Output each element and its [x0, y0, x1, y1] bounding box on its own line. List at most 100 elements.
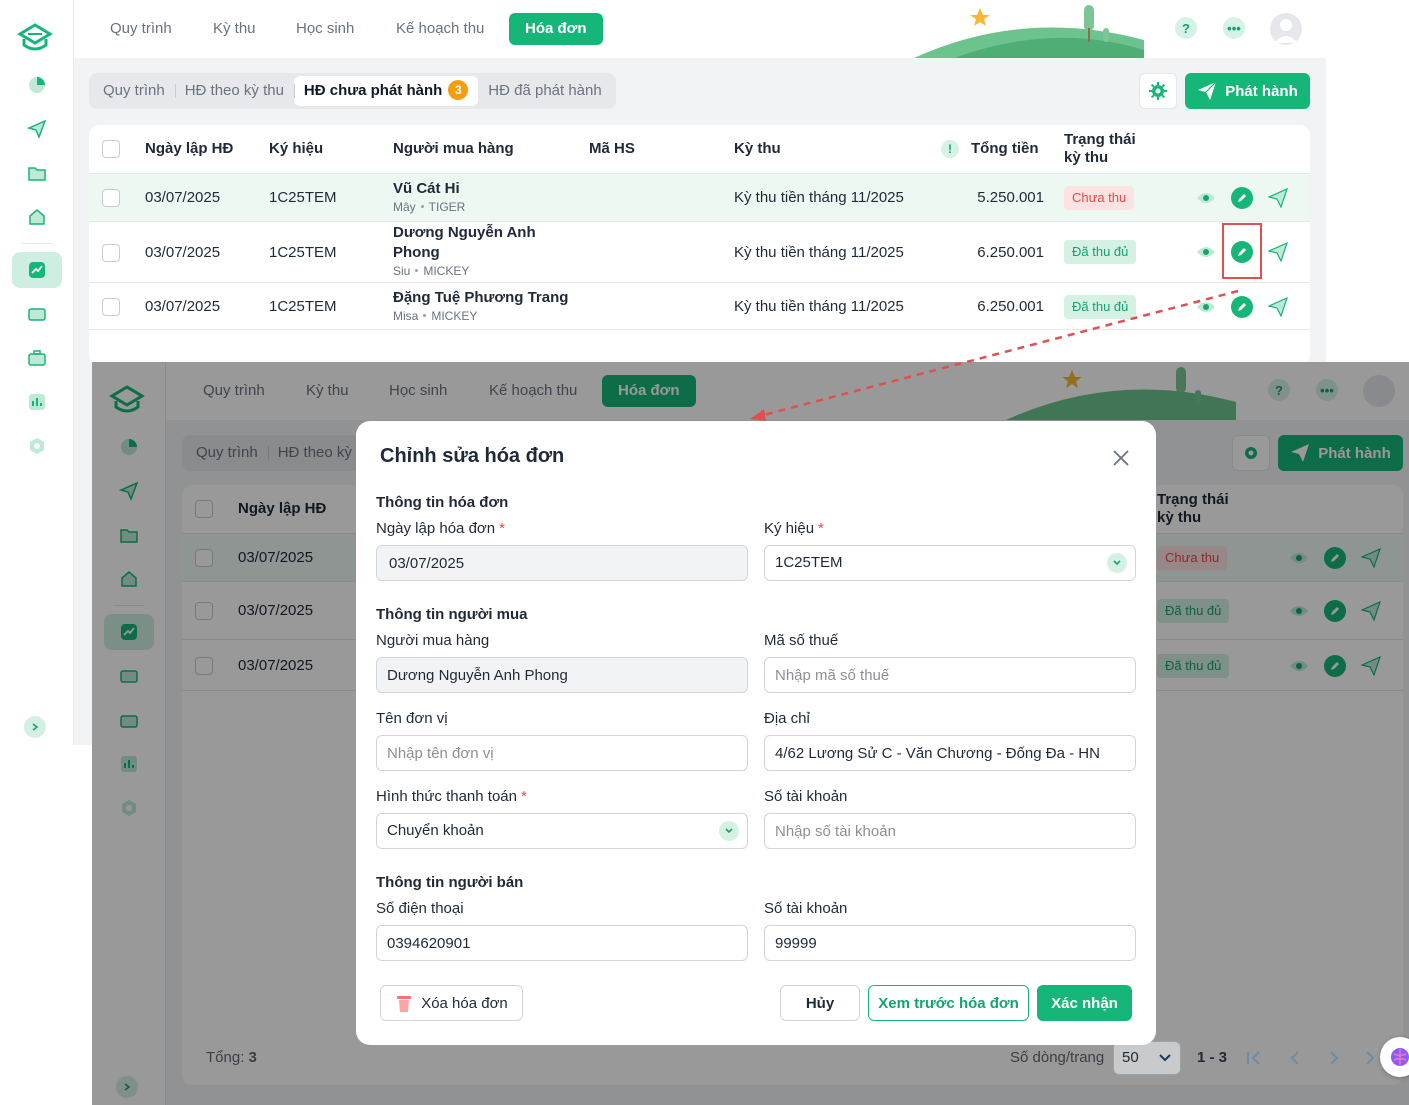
- app-logo-icon[interactable]: [108, 382, 146, 416]
- previous-page-icon[interactable]: [1285, 1048, 1305, 1068]
- subtab-unissued[interactable]: HĐ chưa phát hành 3: [293, 76, 479, 106]
- settings-button[interactable]: [1232, 435, 1270, 471]
- sidebar-send[interactable]: [104, 473, 154, 509]
- sidebar-finance[interactable]: [12, 252, 62, 288]
- app-logo-icon[interactable]: [16, 20, 54, 54]
- nav-tab-period[interactable]: Kỳ thu: [213, 20, 256, 37]
- col-symbol[interactable]: Ký hiệu: [269, 140, 324, 157]
- more-options-icon[interactable]: •••: [1223, 17, 1245, 39]
- row-checkbox[interactable]: [195, 602, 213, 620]
- row-checkbox[interactable]: [195, 549, 213, 567]
- view-button[interactable]: [1195, 241, 1217, 263]
- buyer-account-field[interactable]: [764, 813, 1136, 849]
- sidebar-expand-button[interactable]: [24, 716, 46, 738]
- select-all-checkbox[interactable]: [195, 500, 213, 518]
- sidebar-settings[interactable]: [104, 790, 154, 826]
- subtab-process[interactable]: Quy trình: [103, 82, 165, 99]
- view-button[interactable]: [1288, 655, 1310, 677]
- sidebar-home[interactable]: [12, 199, 62, 235]
- sidebar-send[interactable]: [12, 111, 62, 147]
- row-checkbox[interactable]: [102, 244, 120, 262]
- help-icon[interactable]: ?: [1268, 379, 1290, 401]
- publish-row-button[interactable]: [1360, 655, 1382, 677]
- more-options-icon[interactable]: •••: [1316, 379, 1338, 401]
- close-icon[interactable]: [1110, 447, 1132, 469]
- user-avatar[interactable]: [1270, 13, 1302, 45]
- nav-tab-invoice[interactable]: Hóa đơn: [602, 375, 696, 407]
- sidebar-folder[interactable]: [104, 517, 154, 553]
- preview-invoice-button[interactable]: Xem trước hóa đơn: [868, 985, 1029, 1021]
- rows-per-page-select[interactable]: 50: [1113, 1041, 1181, 1075]
- publish-button[interactable]: Phát hành: [1278, 435, 1403, 471]
- publish-row-button[interactable]: [1267, 187, 1289, 209]
- view-button[interactable]: [1195, 187, 1217, 209]
- sidebar-expand-button[interactable]: [116, 1076, 138, 1098]
- seller-account-field[interactable]: [764, 925, 1136, 961]
- subtab-issued[interactable]: HĐ đã phát hành: [488, 82, 602, 99]
- col-buyer[interactable]: Người mua hàng: [393, 140, 514, 157]
- ai-assistant-bubble[interactable]: [1380, 1037, 1409, 1077]
- delete-invoice-button[interactable]: Xóa hóa đơn: [380, 985, 523, 1021]
- sidebar-wallet[interactable]: [104, 658, 154, 694]
- subtab-by-period[interactable]: HĐ theo kỳ thu: [174, 76, 294, 106]
- select-all-checkbox[interactable]: [102, 140, 120, 158]
- edit-button[interactable]: [1324, 547, 1346, 569]
- sidebar-dashboard[interactable]: [12, 67, 62, 103]
- payment-method-select[interactable]: Chuyển khoản: [376, 813, 748, 849]
- nav-tab-plan[interactable]: Kế hoạch thu: [489, 382, 578, 399]
- nav-tab-process[interactable]: Quy trình: [110, 20, 172, 37]
- sidebar-finance[interactable]: [104, 614, 154, 650]
- invoice-date-field[interactable]: [376, 545, 748, 581]
- sidebar-dashboard[interactable]: [104, 429, 154, 465]
- view-button[interactable]: [1288, 600, 1310, 622]
- next-page-icon[interactable]: [1324, 1048, 1344, 1068]
- edit-button[interactable]: [1324, 600, 1346, 622]
- unit-name-field[interactable]: [376, 735, 748, 771]
- nav-tab-students[interactable]: Học sinh: [389, 382, 448, 399]
- publish-row-button[interactable]: [1360, 600, 1382, 622]
- nav-tab-invoice[interactable]: Hóa đơn: [509, 13, 603, 45]
- col-date[interactable]: Ngày lập HĐ: [145, 140, 234, 157]
- table-row[interactable]: 03/07/2025 1C25TEM Dương Nguyễn Anh Phon…: [89, 221, 1310, 282]
- sidebar-briefcase[interactable]: [104, 702, 154, 738]
- view-button[interactable]: [1288, 547, 1310, 569]
- nav-tab-process[interactable]: Quy trình: [203, 382, 265, 399]
- col-student-code[interactable]: Mã HS: [589, 140, 635, 157]
- sidebar-report[interactable]: [104, 746, 154, 782]
- phone-field[interactable]: [376, 925, 748, 961]
- tax-code-field[interactable]: [764, 657, 1136, 693]
- user-avatar[interactable]: [1363, 375, 1395, 407]
- sidebar-briefcase[interactable]: [12, 340, 62, 376]
- edit-button[interactable]: [1231, 187, 1253, 209]
- col-status[interactable]: Trạng thái kỳ thu: [1157, 491, 1229, 527]
- confirm-button[interactable]: Xác nhận: [1037, 985, 1132, 1021]
- sidebar-settings[interactable]: [12, 428, 62, 464]
- publish-row-button[interactable]: [1360, 547, 1382, 569]
- nav-tab-plan[interactable]: Kế hoạch thu: [396, 20, 485, 37]
- cancel-button[interactable]: Hủy: [780, 985, 860, 1021]
- publish-row-button[interactable]: [1267, 296, 1289, 318]
- view-button[interactable]: [1195, 296, 1217, 318]
- edit-button[interactable]: [1231, 241, 1253, 263]
- publish-button[interactable]: Phát hành: [1185, 73, 1310, 109]
- sidebar-folder[interactable]: [12, 155, 62, 191]
- subtab-by-period[interactable]: HĐ theo kỳ thu: [267, 438, 387, 468]
- row-checkbox[interactable]: [195, 657, 213, 675]
- info-icon[interactable]: !: [941, 140, 959, 158]
- col-period[interactable]: Kỳ thu: [734, 140, 781, 157]
- sidebar-wallet[interactable]: [12, 296, 62, 332]
- col-date[interactable]: Ngày lập HĐ: [238, 500, 327, 517]
- nav-tab-period[interactable]: Kỳ thu: [306, 382, 349, 399]
- sidebar-home[interactable]: [104, 561, 154, 597]
- edit-button[interactable]: [1231, 296, 1253, 318]
- address-field[interactable]: [764, 735, 1136, 771]
- row-checkbox[interactable]: [102, 189, 120, 207]
- help-icon[interactable]: ?: [1175, 17, 1197, 39]
- last-page-icon[interactable]: [1362, 1048, 1382, 1068]
- sidebar-report[interactable]: [12, 384, 62, 420]
- edit-button[interactable]: [1324, 655, 1346, 677]
- table-row[interactable]: 03/07/2025 1C25TEM Vũ Cát Hi Mây TIGER Kỳ…: [89, 173, 1310, 221]
- first-page-icon[interactable]: [1244, 1048, 1264, 1068]
- nav-tab-students[interactable]: Học sinh: [296, 20, 355, 37]
- col-total[interactable]: Tổng tiền: [971, 140, 1039, 157]
